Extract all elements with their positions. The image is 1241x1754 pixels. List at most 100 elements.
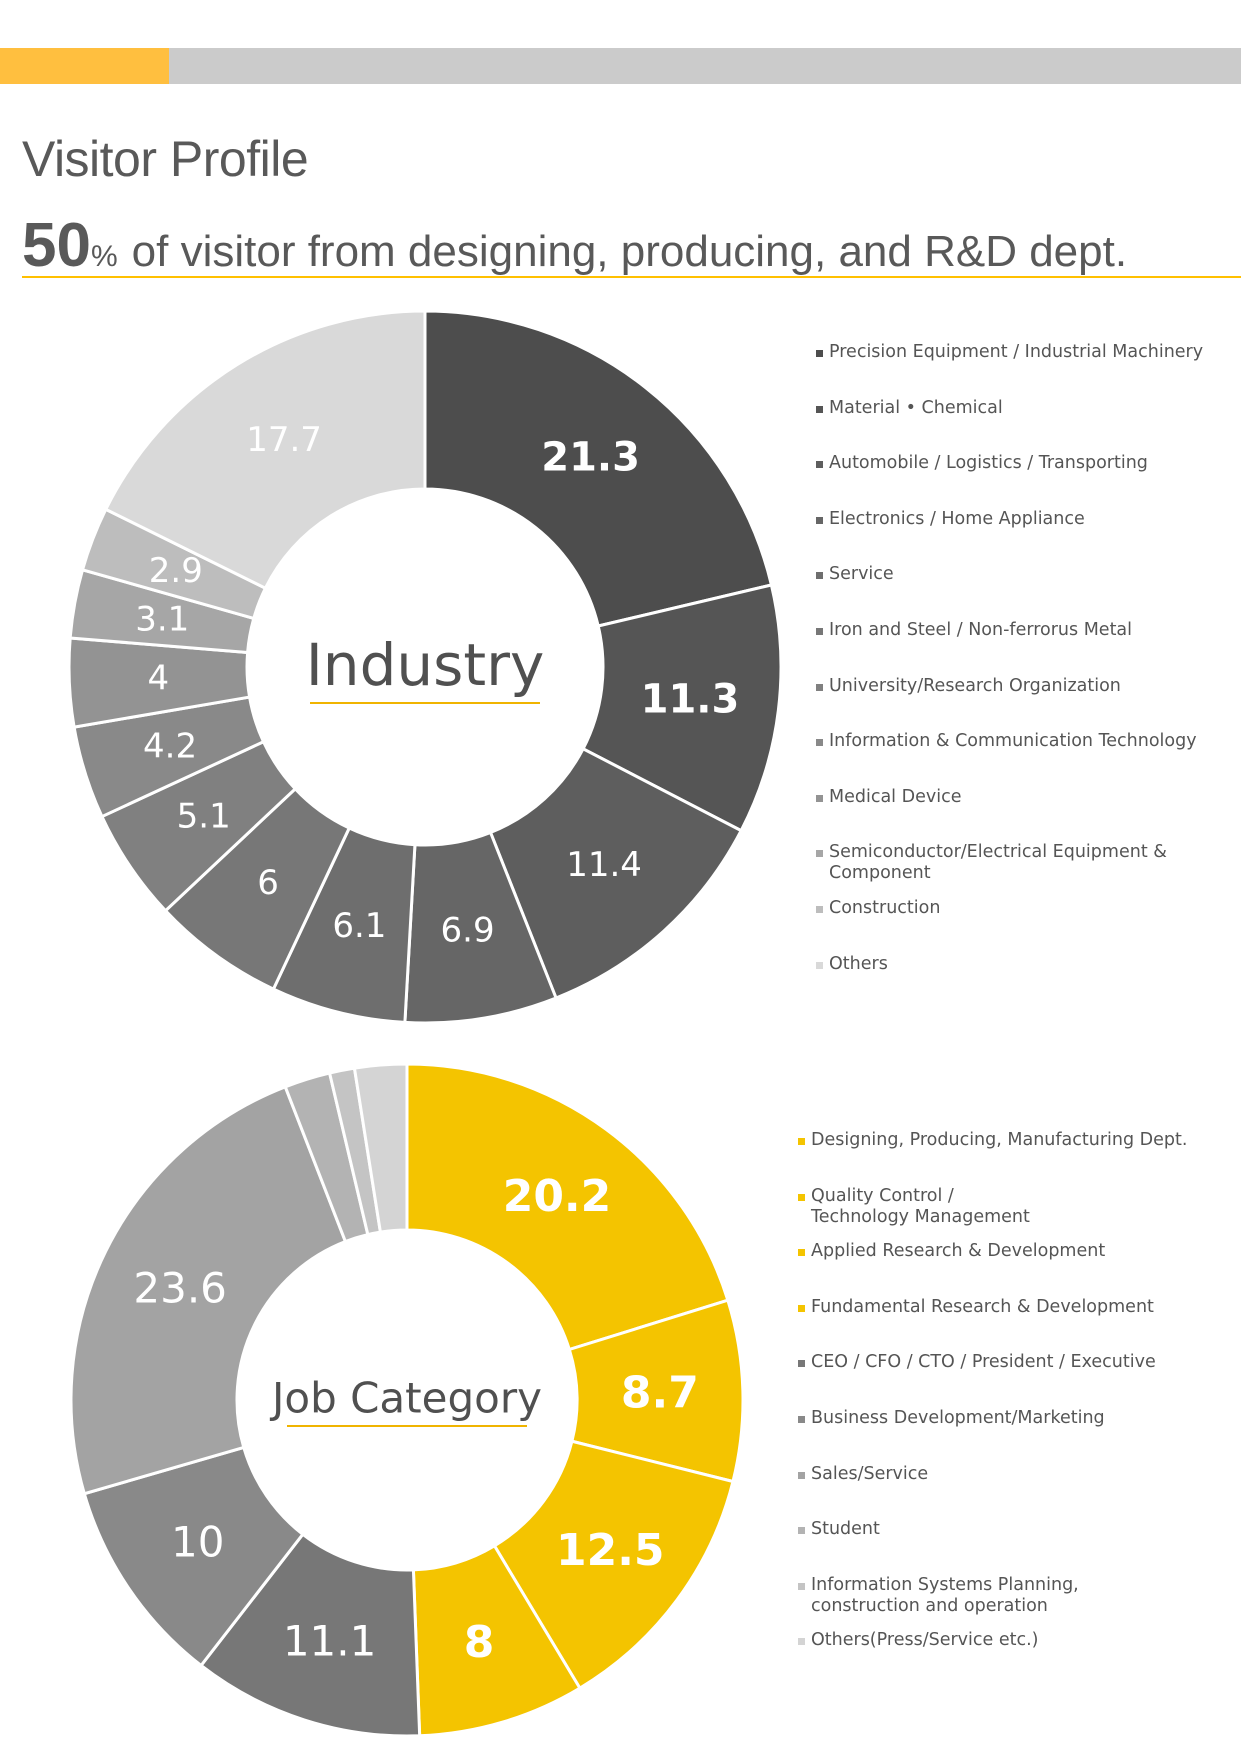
slice-data-label: 20.2 (503, 1171, 612, 1222)
slice-data-label: 8 (464, 1617, 495, 1668)
legend-swatch (798, 1249, 805, 1257)
job-slice (69, 1084, 348, 1496)
slice-data-label: 6.1 (332, 906, 386, 946)
job-slice (198, 1532, 422, 1738)
legend-label: Student (811, 1519, 880, 1540)
industry-slice (488, 746, 744, 1000)
legend-item: Business Development/Marketing (798, 1408, 1198, 1429)
legend-swatch (798, 1638, 805, 1646)
legend-label: Information Systems Planning, constructi… (811, 1574, 1079, 1616)
legend-item: Information & Communication Technology (816, 731, 1216, 752)
legend-swatch (798, 1304, 805, 1312)
legend-label: Iron and Steel / Non-ferrorus Metal (829, 620, 1133, 640)
slice-data-label: 23.6 (133, 1263, 227, 1312)
slice-data-label: 5.1 (177, 796, 231, 836)
slice-data-label: 12.5 (556, 1525, 665, 1576)
legend-label: Service (829, 564, 894, 585)
legend-item: University/Research Organization (816, 676, 1216, 697)
slice-data-label: 17.7 (246, 420, 322, 460)
headline-number: 50 (22, 211, 91, 280)
legend-swatch (816, 794, 823, 802)
legend-item: Others (816, 954, 1216, 975)
legend-item: CEO / CFO / CTO / President / Executive (798, 1352, 1198, 1373)
legend-swatch (816, 461, 823, 469)
chart-center-title: Job Category (269, 1374, 542, 1423)
legend-item: Designing, Producing, Manufacturing Dept… (798, 1130, 1198, 1151)
legend-label: Electronics / Home Appliance (829, 508, 1085, 529)
legend-swatch (816, 683, 823, 691)
legend-swatch (816, 850, 823, 858)
legend-swatch (816, 739, 823, 747)
legend-item: Iron and Steel / Non-ferrorus Metal (816, 620, 1216, 641)
legend-label: University/Research Organization (829, 675, 1121, 696)
legend-item: Applied Research & Development (798, 1241, 1198, 1262)
legend-label: Sales/Service (811, 1463, 929, 1484)
slice-data-label: 10 (171, 1518, 224, 1567)
legend-label: Others(Press/Service etc.) (811, 1630, 1039, 1651)
slice-data-label: 4 (147, 659, 169, 699)
slice-data-label: 6.9 (441, 911, 495, 951)
legend-swatch (798, 1527, 805, 1535)
job-slice (352, 1062, 409, 1234)
legend-label: CEO / CFO / CTO / President / Executive (811, 1352, 1156, 1373)
legend-swatch (798, 1193, 805, 1201)
legend-label: Designing, Producing, Manufacturing Dept… (811, 1130, 1188, 1150)
slice-data-label: 3.1 (135, 599, 189, 639)
legend-label: Automobile / Logistics / Transporting (829, 453, 1148, 474)
legend-item: Information Systems Planning, constructi… (798, 1575, 1158, 1617)
legend-item: Electronics / Home Appliance (816, 509, 1216, 530)
slice-data-label: 2.9 (149, 551, 203, 591)
legend-swatch (816, 572, 823, 580)
top-banner-bar (0, 48, 1241, 84)
slice-data-label: 21.3 (541, 435, 640, 481)
legend-swatch (816, 906, 823, 913)
legend-swatch (798, 1471, 805, 1479)
industry-slice (423, 309, 774, 628)
headline-underline (22, 276, 1241, 278)
top-banner-accent (0, 48, 169, 84)
legend-label: Others (829, 953, 888, 974)
legend-label: Material • Chemical (829, 397, 1003, 418)
legend-swatch (816, 405, 823, 413)
legend-swatch (816, 516, 823, 524)
industry-slice (103, 309, 427, 591)
slice-data-label: 6 (257, 863, 279, 903)
chart-center-title: Industry (306, 631, 545, 699)
legend-item: Quality Control / Technology Management (798, 1186, 1048, 1228)
legend-swatch (816, 628, 823, 635)
headline: 50% of visitor from designing, producing,… (22, 210, 1127, 281)
legend-item: Material • Chemical (816, 398, 1216, 419)
legend-label: Quality Control / Technology Management (811, 1185, 1030, 1227)
legend-swatch (816, 350, 823, 357)
legend-label: Applied Research & Development (811, 1241, 1106, 1262)
legend-label: Construction (829, 898, 941, 918)
legend-item: Others(Press/Service etc.) (798, 1630, 1198, 1651)
headline-text: of visitor from designing, producing, an… (131, 227, 1128, 276)
legend-item: Precision Equipment / Industrial Machine… (816, 342, 1216, 363)
page-title: Visitor Profile (22, 131, 309, 187)
legend-item: Student (798, 1519, 1198, 1540)
slice-data-label: 4.2 (143, 726, 197, 766)
slice-data-label: 11.3 (641, 677, 740, 723)
legend-item: Semiconductor/Electrical Equipment & Com… (816, 842, 1176, 884)
legend-swatch (798, 1416, 805, 1423)
slice-data-label: 8.7 (621, 1367, 699, 1418)
legend-swatch (798, 1138, 805, 1145)
legend-item: Automobile / Logistics / Transporting (816, 453, 1216, 474)
legend-item: Fundamental Research & Development (798, 1297, 1198, 1318)
legend-label: Fundamental Research & Development (811, 1296, 1154, 1317)
legend-swatch (798, 1582, 805, 1590)
legend-swatch (816, 961, 823, 969)
legend-item: Construction (816, 898, 1216, 919)
job-slice (492, 1439, 735, 1691)
job-slice (405, 1062, 730, 1352)
legend-item: Service (816, 564, 1216, 585)
legend-label: Semiconductor/Electrical Equipment & Com… (829, 842, 1167, 884)
legend-item: Sales/Service (798, 1464, 1198, 1485)
slice-data-label: 11.1 (283, 1616, 377, 1665)
legend-label: Precision Equipment / Industrial Machine… (829, 342, 1204, 362)
legend-label: Business Development/Marketing (811, 1408, 1105, 1428)
headline-unit: % (90, 240, 118, 273)
legend-swatch (798, 1360, 805, 1368)
